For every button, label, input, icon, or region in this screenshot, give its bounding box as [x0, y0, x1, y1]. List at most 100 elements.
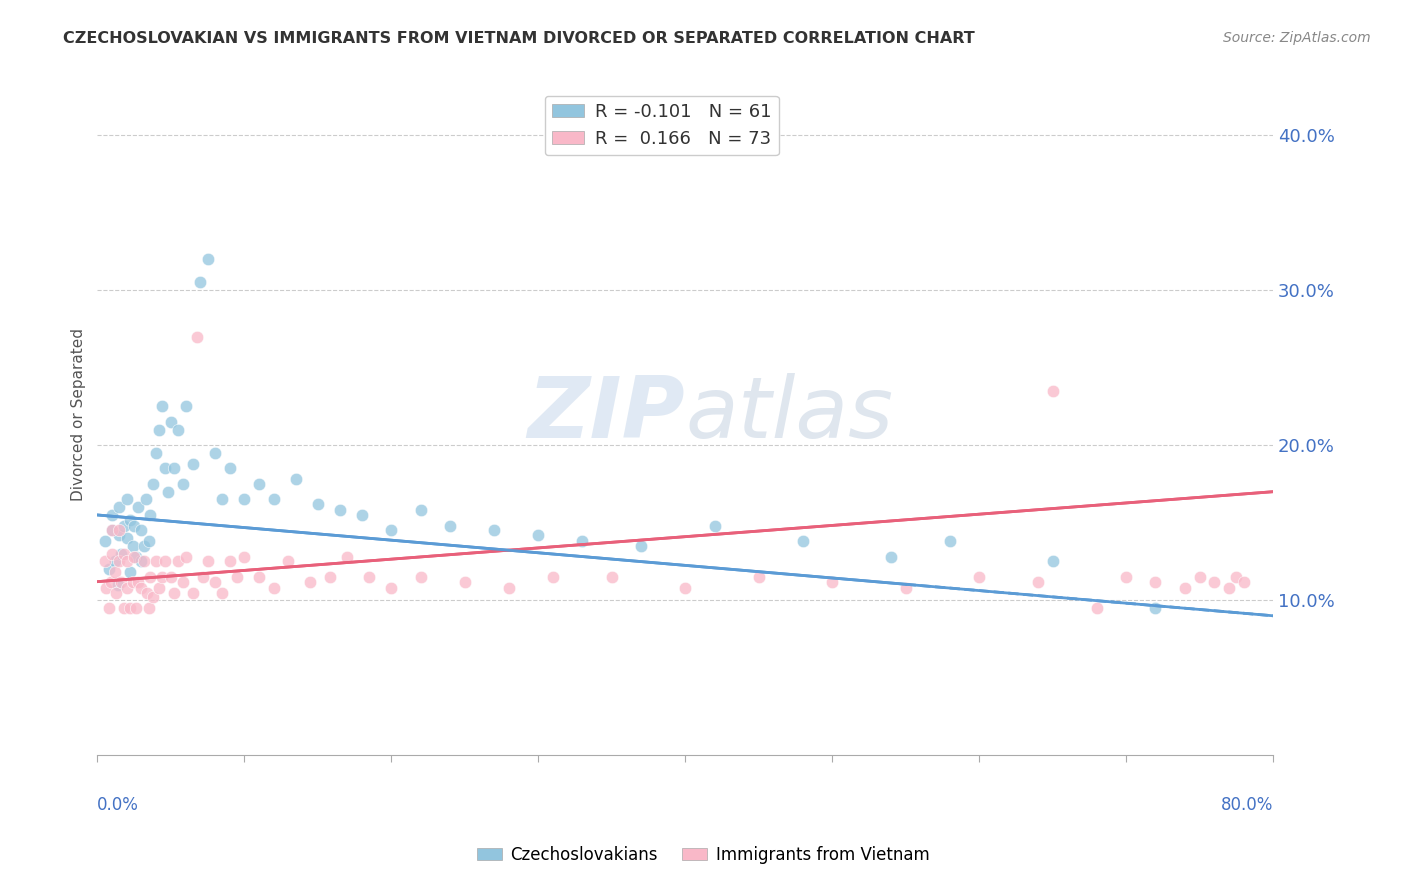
Point — [181, 457, 204, 471]
Point — [101, 524, 124, 538]
Point — [211, 585, 233, 599]
Point — [167, 423, 190, 437]
Point — [122, 549, 145, 564]
Point — [1042, 554, 1064, 568]
Point — [967, 570, 990, 584]
Point — [131, 524, 153, 538]
Point — [112, 518, 135, 533]
Point — [380, 524, 402, 538]
Point — [409, 503, 432, 517]
Point — [121, 539, 143, 553]
Text: atlas: atlas — [685, 373, 893, 456]
Point — [160, 570, 183, 584]
Point — [174, 549, 197, 564]
Text: CZECHOSLOVAKIAN VS IMMIGRANTS FROM VIETNAM DIVORCED OR SEPARATED CORRELATION CHA: CZECHOSLOVAKIAN VS IMMIGRANTS FROM VIETN… — [63, 31, 974, 46]
Point — [108, 524, 131, 538]
Point — [115, 581, 138, 595]
Point — [1233, 574, 1256, 589]
Point — [541, 570, 564, 584]
Point — [318, 570, 340, 584]
Point — [139, 570, 162, 584]
Point — [1026, 574, 1049, 589]
Point — [134, 539, 156, 553]
Point — [211, 492, 233, 507]
Point — [167, 554, 190, 568]
Point — [110, 574, 132, 589]
Point — [148, 423, 170, 437]
Point — [204, 446, 226, 460]
Point — [197, 252, 219, 266]
Point — [748, 570, 770, 584]
Point — [792, 534, 814, 549]
Point — [181, 585, 204, 599]
Point — [380, 581, 402, 595]
Point — [104, 554, 127, 568]
Point — [101, 524, 124, 538]
Point — [263, 492, 285, 507]
Point — [1204, 574, 1226, 589]
Point — [136, 585, 159, 599]
Point — [703, 518, 725, 533]
Point — [247, 570, 270, 584]
Point — [128, 574, 150, 589]
Point — [299, 574, 322, 589]
Point — [174, 400, 197, 414]
Point — [880, 549, 903, 564]
Point — [160, 415, 183, 429]
Point — [118, 513, 141, 527]
Point — [673, 581, 696, 595]
Point — [263, 581, 285, 595]
Point — [135, 492, 157, 507]
Point — [142, 590, 165, 604]
Point — [115, 554, 138, 568]
Point — [1188, 570, 1211, 584]
Point — [163, 461, 186, 475]
Point — [138, 534, 160, 549]
Point — [307, 497, 329, 511]
Point — [150, 400, 173, 414]
Y-axis label: Divorced or Separated: Divorced or Separated — [72, 327, 86, 500]
Point — [218, 461, 240, 475]
Point — [172, 477, 194, 491]
Point — [118, 566, 141, 580]
Point — [1144, 601, 1167, 615]
Point — [101, 547, 124, 561]
Point — [1144, 574, 1167, 589]
Point — [131, 554, 153, 568]
Point — [145, 446, 167, 460]
Point — [101, 508, 124, 522]
Point — [100, 574, 122, 589]
Point — [118, 601, 141, 615]
Point — [115, 492, 138, 507]
Point — [938, 534, 960, 549]
Point — [527, 528, 550, 542]
Point — [142, 477, 165, 491]
Point — [121, 574, 143, 589]
Text: ZIP: ZIP — [527, 373, 685, 456]
Point — [150, 570, 173, 584]
Point — [172, 574, 194, 589]
Point — [482, 524, 505, 538]
Point — [350, 508, 373, 522]
Point — [108, 554, 131, 568]
Point — [329, 503, 352, 517]
Point — [131, 581, 153, 595]
Point — [226, 570, 249, 584]
Point — [98, 601, 121, 615]
Point — [197, 554, 219, 568]
Point — [247, 477, 270, 491]
Point — [145, 554, 167, 568]
Point — [359, 570, 381, 584]
Point — [93, 534, 115, 549]
Point — [186, 329, 208, 343]
Point — [894, 581, 917, 595]
Point — [600, 570, 623, 584]
Point — [1174, 581, 1197, 595]
Point — [188, 276, 211, 290]
Point — [571, 534, 593, 549]
Point — [156, 484, 179, 499]
Point — [1042, 384, 1064, 398]
Point — [1115, 570, 1137, 584]
Point — [204, 574, 226, 589]
Point — [124, 549, 146, 564]
